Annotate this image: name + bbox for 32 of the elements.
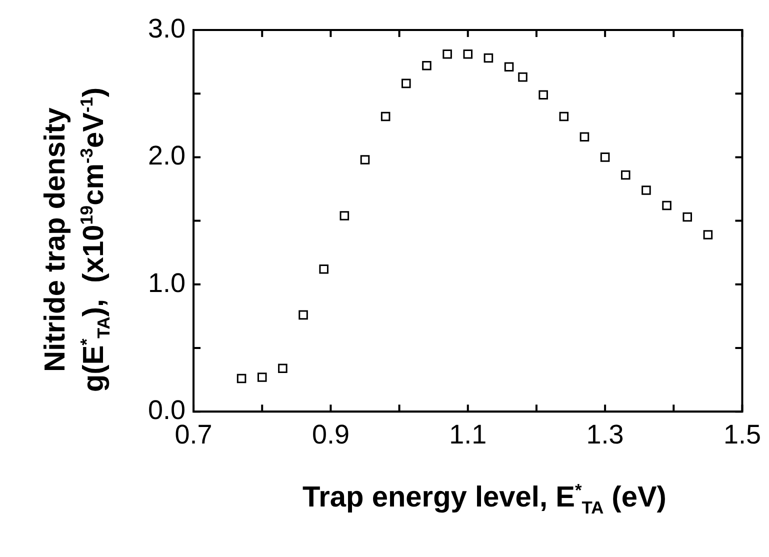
- y-tick-label: 1.0: [148, 268, 186, 298]
- point: [580, 132, 590, 142]
- point: [559, 112, 569, 122]
- point: [484, 53, 494, 63]
- point: [642, 186, 651, 195]
- point: [236, 374, 246, 384]
- point: [600, 152, 610, 162]
- point: [463, 50, 473, 59]
- point: [538, 90, 548, 100]
- point: [340, 211, 350, 220]
- point: [422, 60, 432, 70]
- point: [518, 72, 528, 82]
- point: [620, 170, 630, 180]
- point: [298, 310, 308, 320]
- point: [319, 264, 328, 274]
- x-tick-label: 0.9: [312, 419, 350, 450]
- point: [278, 364, 288, 373]
- x-tick-label: 1.3: [586, 419, 624, 450]
- x-tick-label: 1.1: [449, 419, 487, 450]
- x-tick-label: 1.5: [723, 419, 762, 450]
- point: [682, 212, 692, 222]
- point: [402, 78, 411, 88]
- x-axis-title: Trap energy level, E$^{*}$$_{TA}$ (eV): [302, 480, 668, 518]
- point: [504, 62, 514, 72]
- point: [662, 200, 672, 210]
- point: [380, 112, 390, 122]
- point: [257, 372, 267, 382]
- point: [703, 230, 713, 240]
- y-tick-label: 3.0: [148, 13, 186, 44]
- y-tick-label: 2.0: [148, 140, 186, 171]
- point: [360, 155, 370, 164]
- point: [442, 50, 452, 59]
